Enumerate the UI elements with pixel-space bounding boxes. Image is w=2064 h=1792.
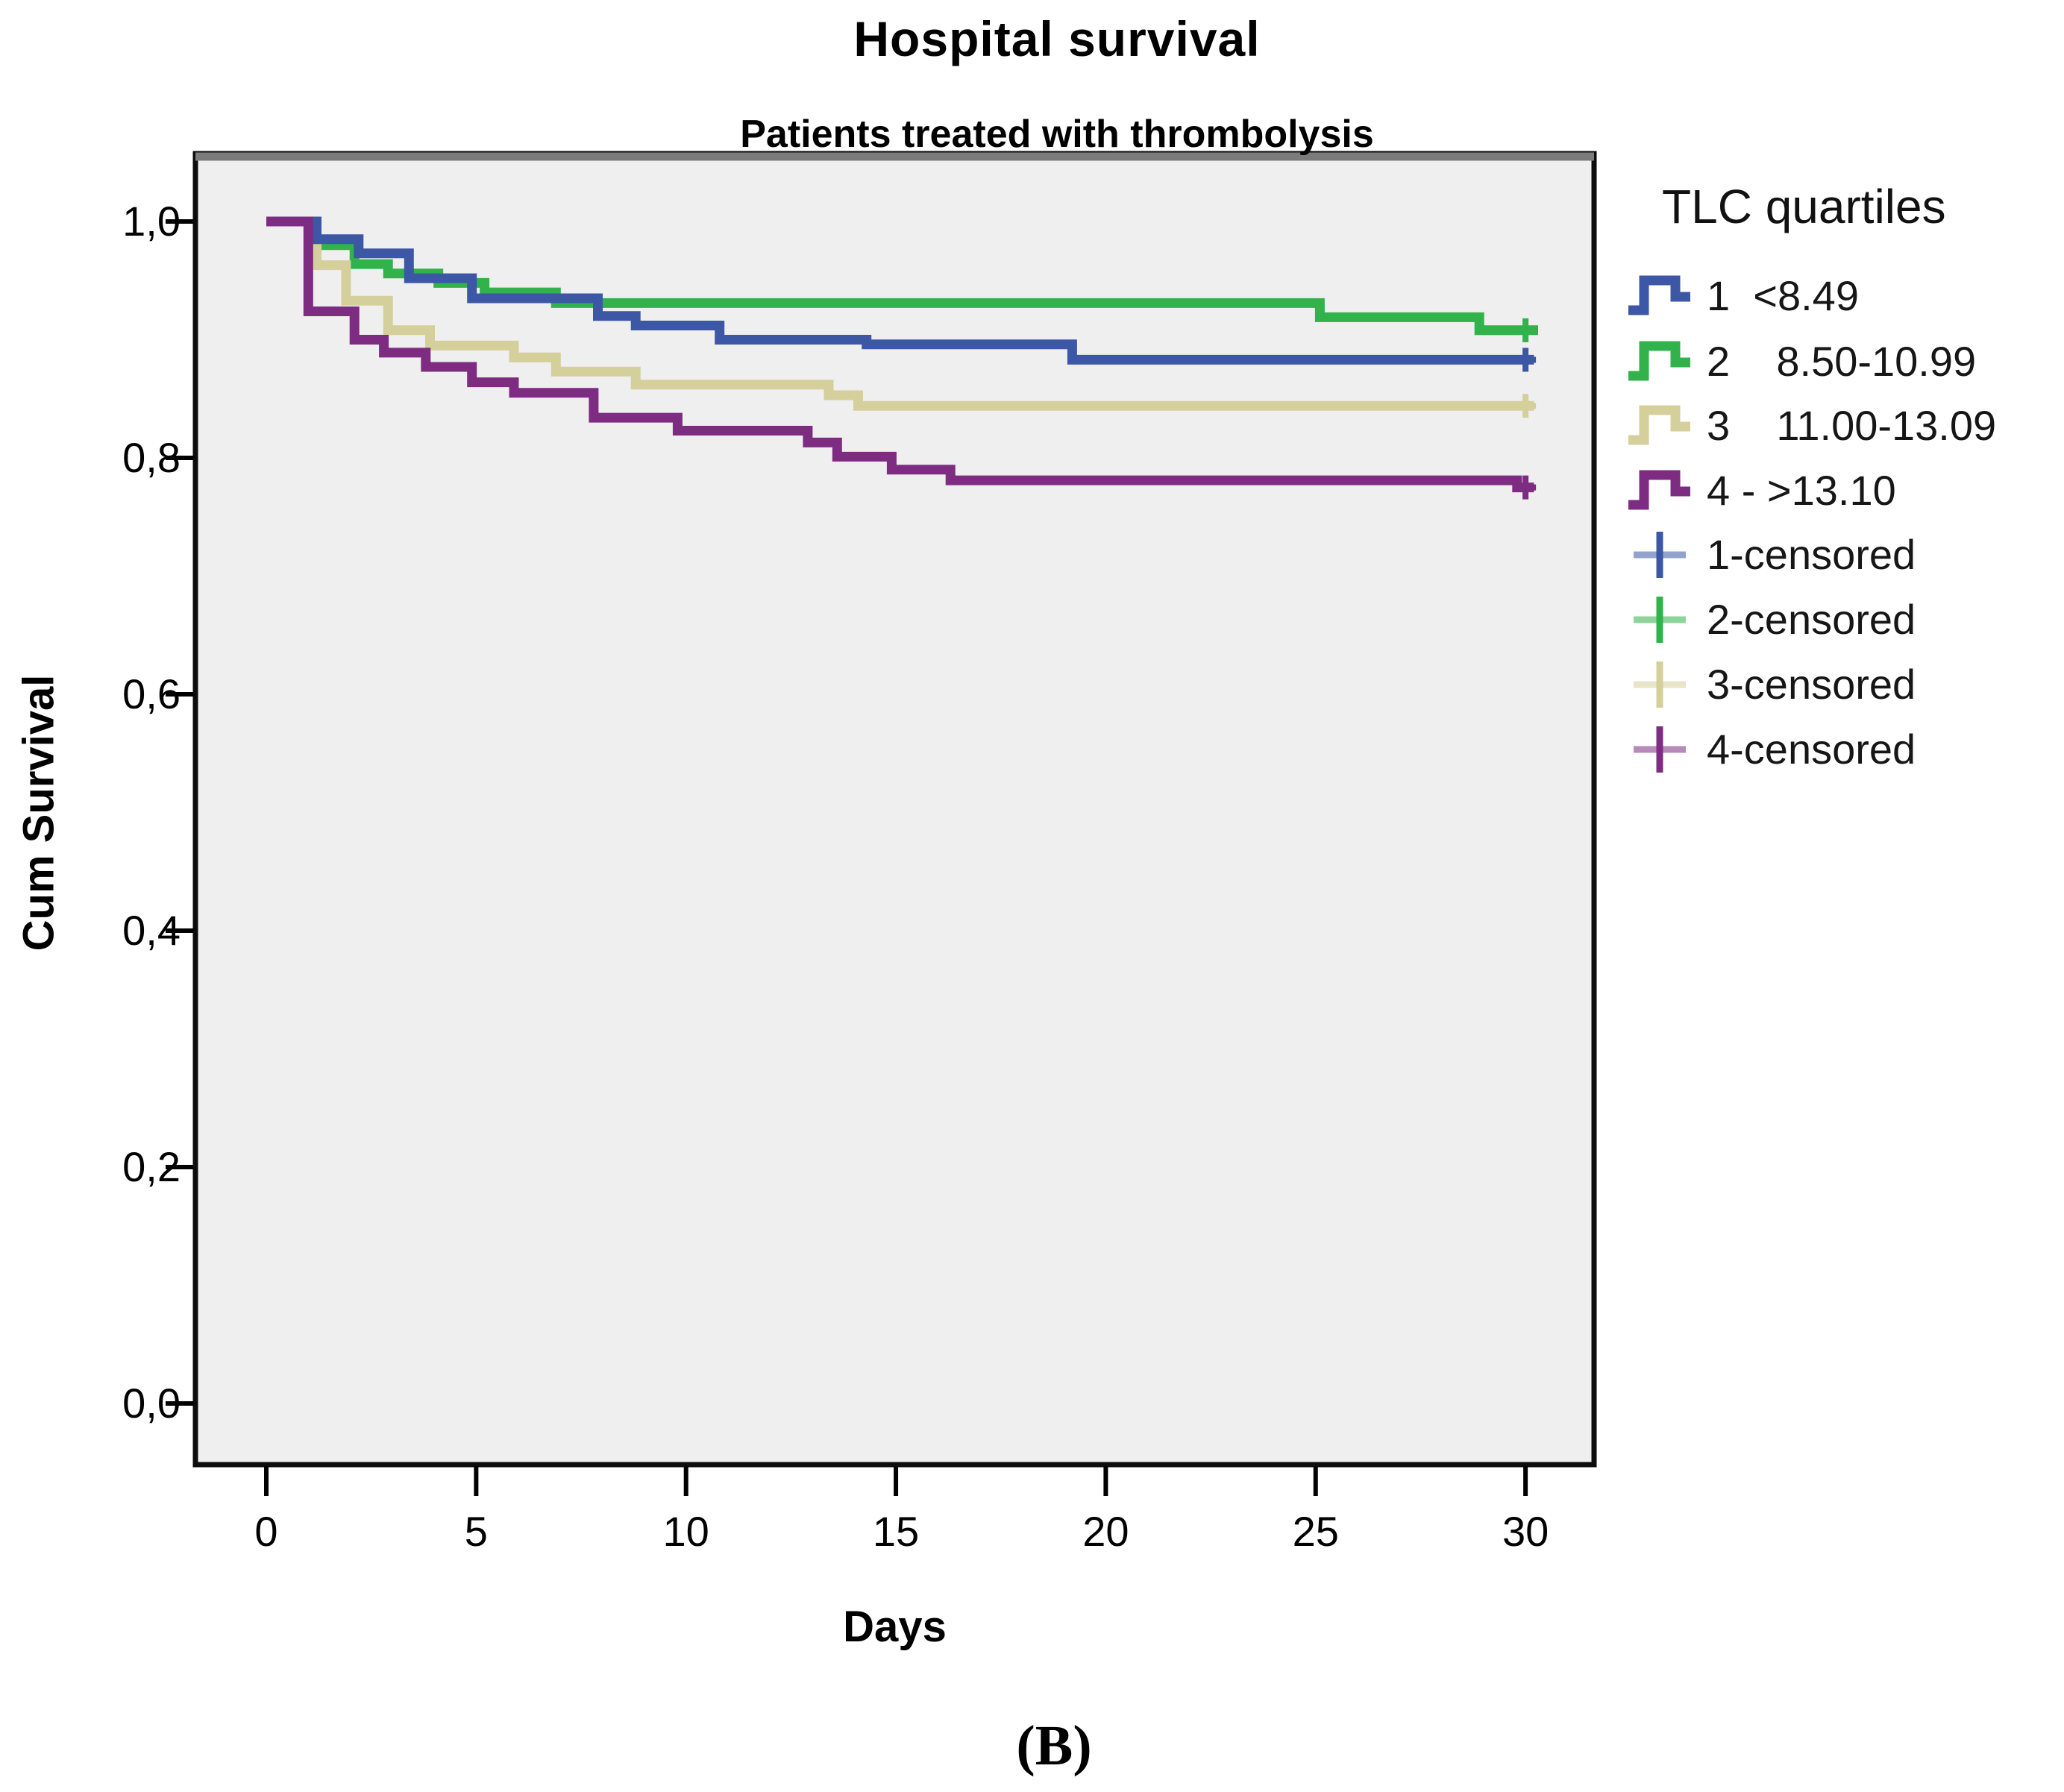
legend-item-quartile-2: 2 8.50-10.99 xyxy=(1626,336,2044,388)
legend-item-label: 1-censored xyxy=(1707,531,1916,578)
survival-curve-4 xyxy=(266,216,1534,493)
x-axis-title: Days xyxy=(843,1603,947,1651)
legend-title: TLC quartiles xyxy=(1662,180,1946,233)
censor-plus-icon xyxy=(1634,726,1686,773)
censor-plus-icon xyxy=(1634,661,1686,708)
legend-item-label: 3 11.00-13.09 xyxy=(1707,402,1997,449)
legend-item-quartile-3: 3 11.00-13.09 xyxy=(1626,400,2044,452)
censor-plus-icon xyxy=(1634,532,1686,578)
x-tick-label-30: 30 xyxy=(1502,1508,1549,1555)
y-tick-label-1,0: 1,0 xyxy=(122,198,181,245)
x-tick-label-25: 25 xyxy=(1292,1508,1339,1555)
x-tick-label-0: 0 xyxy=(254,1508,278,1555)
plot-area-background xyxy=(192,151,1597,1468)
y-tick-label-0,0: 0,0 xyxy=(122,1380,181,1427)
x-tick-label-15: 15 xyxy=(872,1508,920,1555)
step-line-swatch-icon xyxy=(1628,405,1690,445)
legend-item-censored-1: 1-censored xyxy=(1626,529,2044,581)
y-tick-label-0,6: 0,6 xyxy=(122,670,181,717)
legend-item-label: 4 - >13.10 xyxy=(1707,467,1896,514)
x-tick-label-10: 10 xyxy=(662,1508,709,1555)
survival-curve-1 xyxy=(266,216,1534,365)
y-tick-label-0,8: 0,8 xyxy=(122,434,181,481)
y-tick-label-0,4: 0,4 xyxy=(122,907,181,954)
step-line-swatch-icon xyxy=(1628,275,1690,315)
legend-item-label: 3-censored xyxy=(1707,661,1916,708)
legend-item-quartile-4: 4 - >13.10 xyxy=(1626,465,2044,517)
legend-item-label: 2-censored xyxy=(1707,596,1916,643)
y-tick-label-0,2: 0,2 xyxy=(122,1143,181,1190)
censor-plus-icon xyxy=(1634,597,1686,643)
legend-item-censored-2: 2-censored xyxy=(1626,594,2044,646)
x-tick-label-20: 20 xyxy=(1082,1508,1129,1555)
legend-item-censored-4: 4-censored xyxy=(1626,723,2044,776)
legend-item-label: 2 8.50-10.99 xyxy=(1707,338,1977,385)
panel-label: (B) xyxy=(1016,1714,1092,1777)
legend-item-label: 4-censored xyxy=(1707,726,1916,773)
step-line-swatch-icon xyxy=(1628,341,1690,381)
x-tick-label-5: 5 xyxy=(464,1508,488,1555)
survival-curve-3 xyxy=(266,216,1534,411)
legend-item-label: 1 <8.49 xyxy=(1707,272,1859,319)
step-line-swatch-icon xyxy=(1628,470,1690,510)
legend-item-quartile-1: 1 <8.49 xyxy=(1626,270,2044,322)
chart-title: Hospital survival xyxy=(853,11,1261,66)
chart-subtitle: Patients treated with thrombolysis xyxy=(740,113,1374,156)
legend-item-censored-3: 3-censored xyxy=(1626,658,2044,711)
